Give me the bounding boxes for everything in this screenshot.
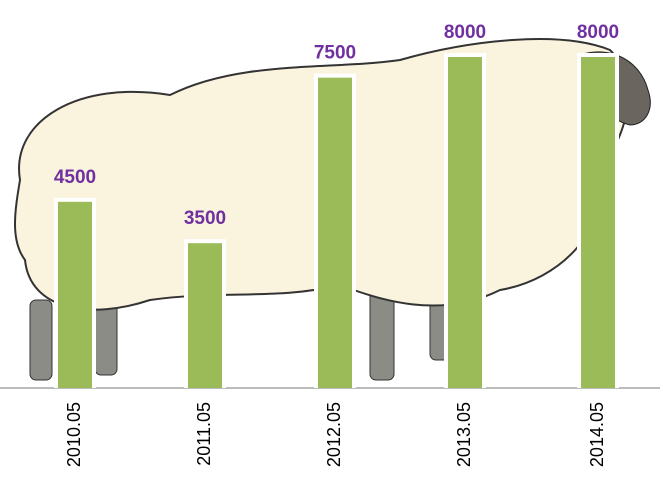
value-label: 7500 [314,43,356,64]
sheep-leg [29,299,53,381]
sheep-leg [94,299,118,376]
bar [58,201,92,388]
x-tick-label: 2013.05 [454,402,474,467]
x-tick-label: 2011.05 [194,402,214,466]
value-label: 8000 [577,22,619,43]
bar [188,243,222,388]
x-tick-label: 2012.05 [324,402,344,467]
bar [448,57,482,388]
value-label: 4500 [54,167,96,188]
value-label: 3500 [184,208,226,229]
value-label: 8000 [444,22,486,43]
bar [318,77,352,388]
bar [581,57,615,388]
sheep-leg [369,289,395,381]
x-tick-label: 2014.05 [587,402,607,467]
x-tick-label: 2010.05 [64,402,84,467]
